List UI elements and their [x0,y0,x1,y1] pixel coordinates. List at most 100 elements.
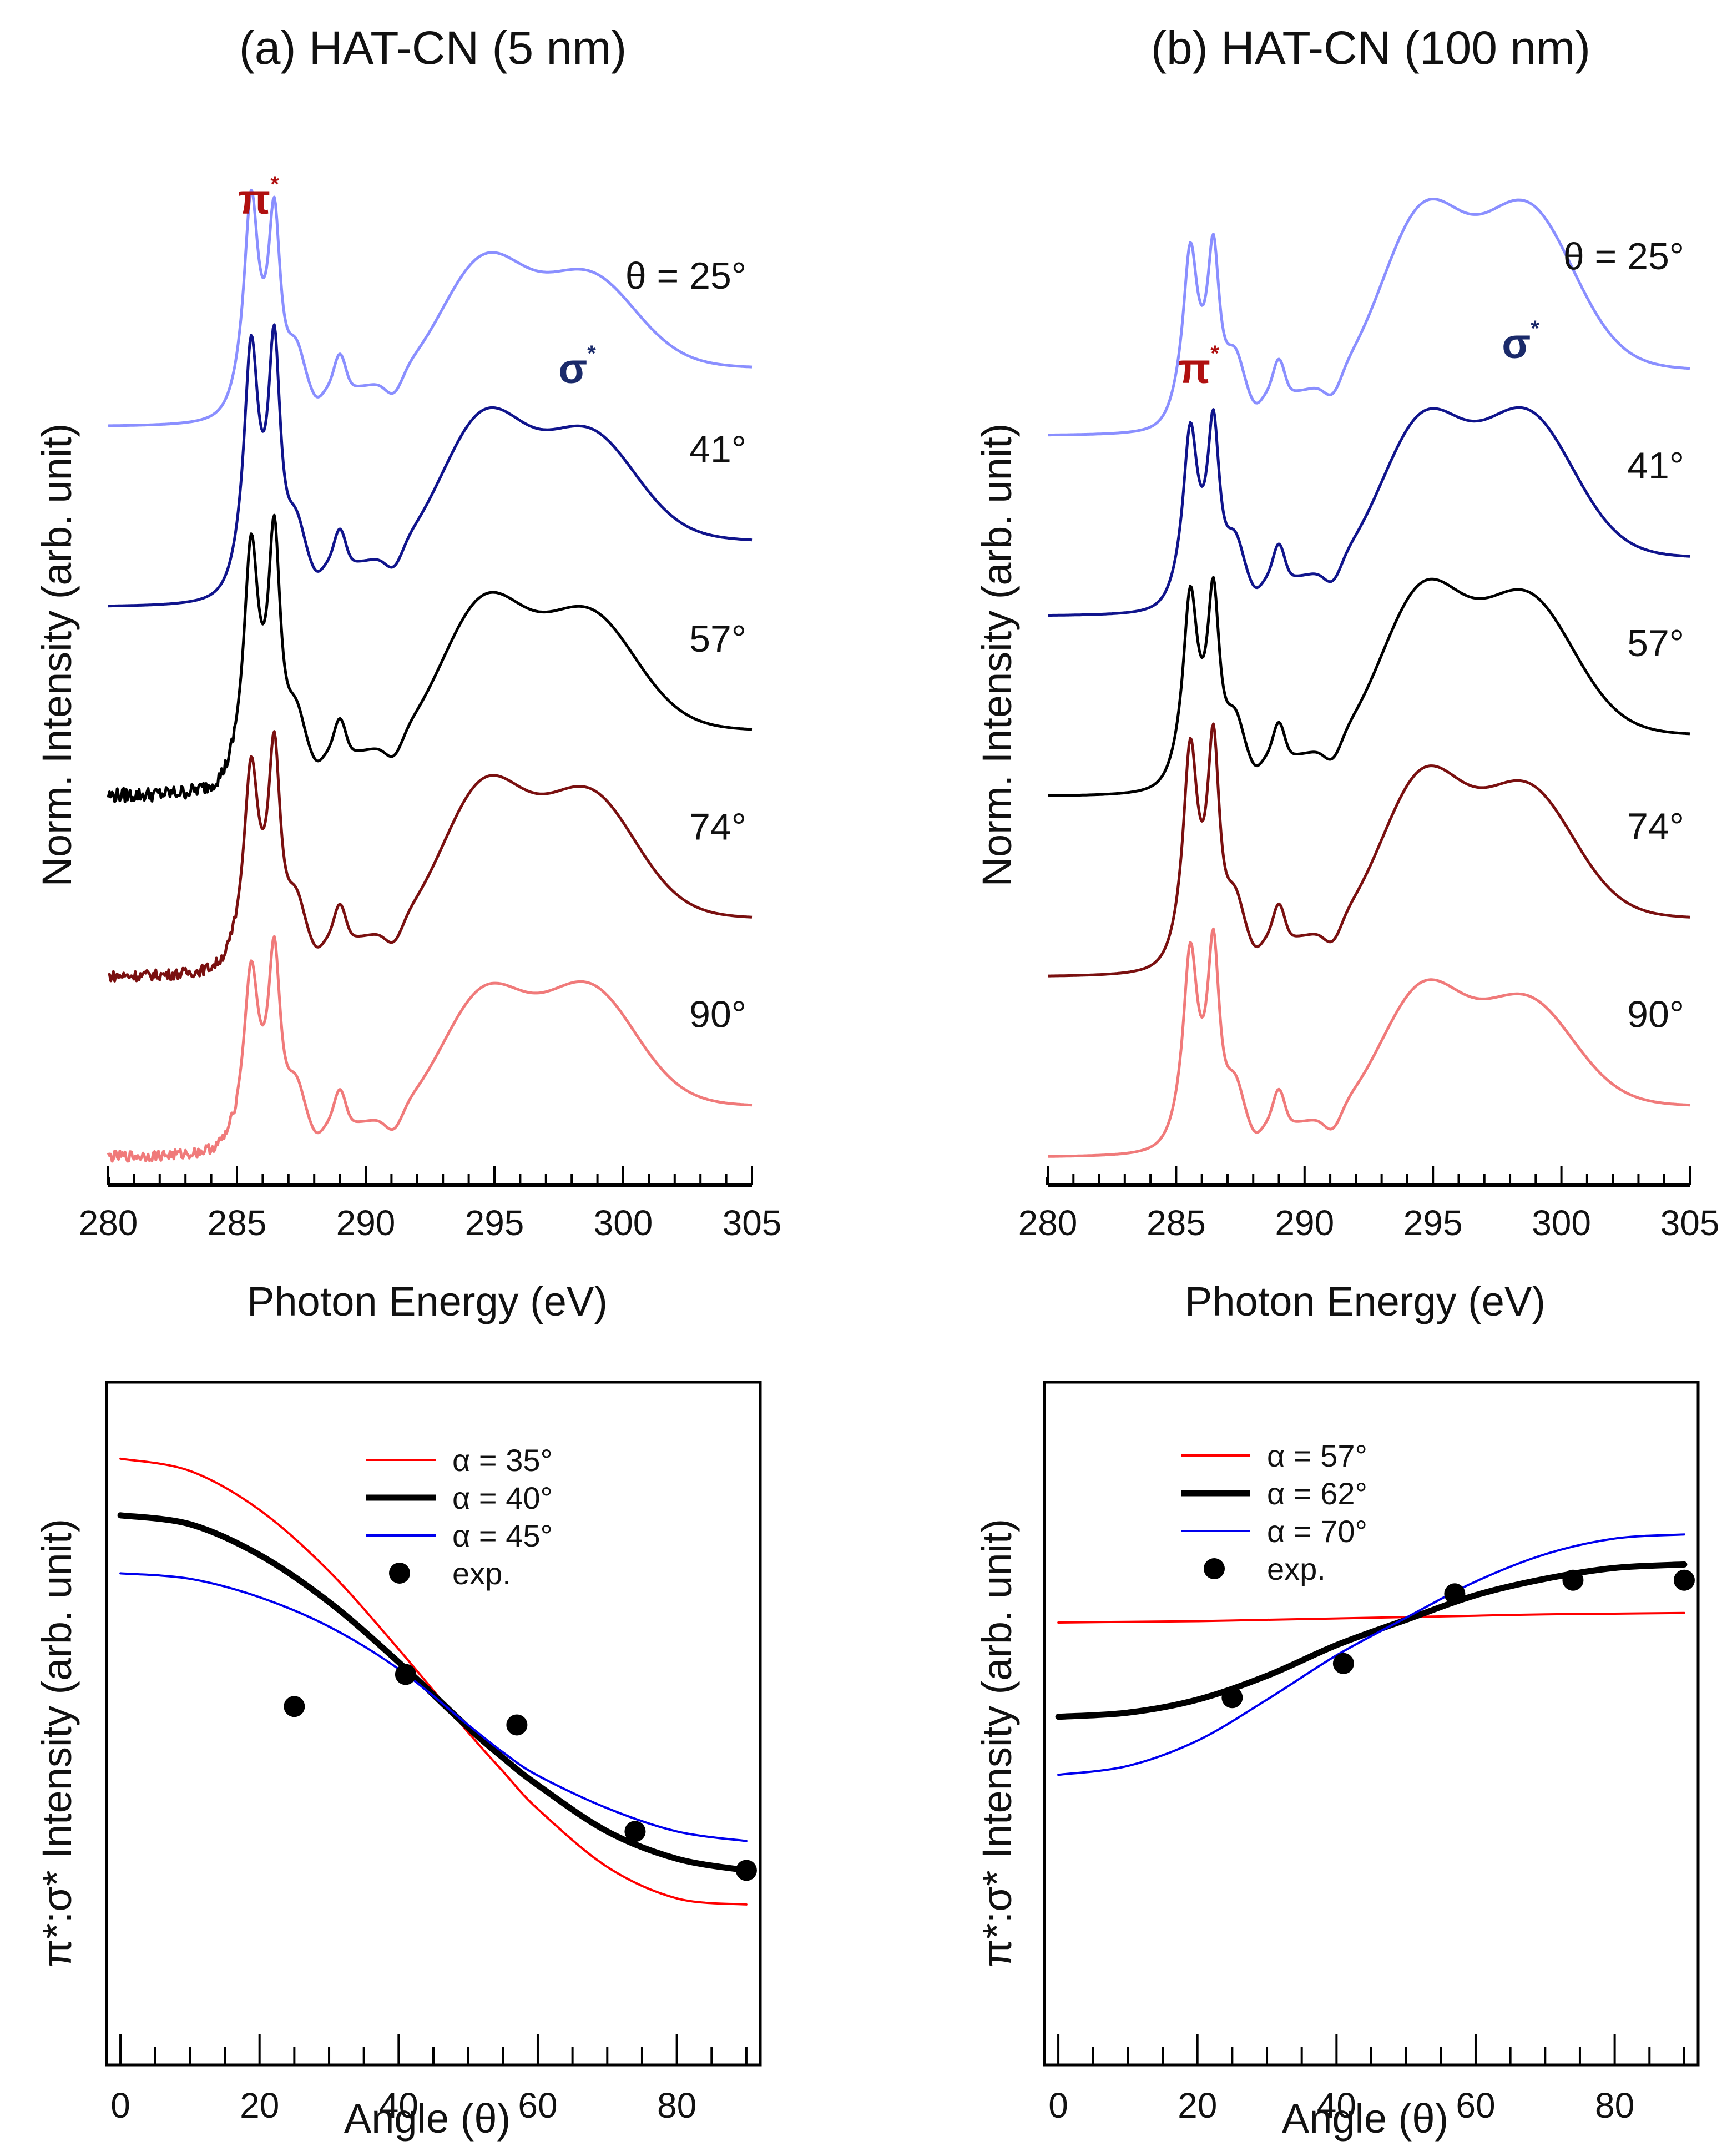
x-tick-label: 40 [379,2086,418,2125]
series-line [1047,406,1690,617]
x-tick-label: 0 [1048,2086,1068,2125]
panel-b-pi-star-label: π* [1178,341,1219,392]
panel-b-y-axis-label: Norm. Intensity (arb. unit) [974,424,1020,887]
series-label: θ = 25° [625,255,746,297]
fit-curve [119,1572,748,1842]
legend-label: α = 70° [1267,1514,1367,1549]
panel-a-series [107,188,753,1163]
fit-curve [1055,1561,1688,1720]
panel-a-sigma-star-label: σ* [558,341,596,392]
legend-label: α = 62° [1267,1476,1367,1511]
legend-label: α = 45° [452,1518,553,1553]
panel-a-angle-x-axis-label: Angle (θ) [344,2095,511,2142]
exp-data-point [1332,1653,1354,1674]
series-label: θ = 25° [1563,235,1684,278]
legend-label: α = 40° [452,1480,553,1515]
x-tick-label: 40 [1317,2086,1356,2125]
panel-a-title: (a) HAT-CN (5 nm) [239,22,627,74]
x-tick-label: 80 [657,2086,696,2125]
exp-data-point [735,1860,757,1881]
legend-marker [389,1563,410,1584]
fit-curve [1057,1533,1685,1776]
exp-data-point [1444,1583,1466,1605]
panel-b-x-axis-label: Photon Energy (eV) [1185,1278,1546,1324]
series-label: 74° [1627,805,1684,848]
x-tick-label: 285 [1147,1203,1206,1243]
x-tick-label: 60 [518,2086,557,2125]
x-tick-label: 20 [240,2086,279,2125]
series-line [108,323,753,608]
exp-data-point [1221,1687,1243,1709]
panel-b-angle-x-axis-label: Angle (θ) [1282,2095,1448,2142]
legend-label: exp. [452,1556,511,1591]
panel-b-angle-x-ticks: 0 20 40 60 80 [1048,2034,1685,2125]
x-tick-label: 290 [1275,1203,1334,1243]
panel-b-angle-series [1055,1533,1695,1776]
x-tick-label: 280 [1018,1203,1078,1243]
series-line [1047,576,1690,797]
panel-a-angle-series [117,1457,757,1906]
panel-b-angle-frame [1043,1381,1700,2067]
series-label: 74° [689,805,746,848]
panel-a-angle-y-axis-label: π*:σ* Intensity (arb. unit) [34,1519,80,1967]
panel-a-x-ticks: 280 285 290 295 300 305 [79,1166,782,1243]
panel-a-angle-x-ticks: 0 20 40 60 80 [110,2034,748,2125]
panel-b-sigma-star-label: σ* [1502,316,1539,367]
exp-data-point [1562,1569,1584,1591]
series-line [1047,722,1690,978]
panel-b-angle-y-axis-label: π*:σ* Intensity (arb. unit) [974,1519,1020,1967]
x-tick-label: 300 [1532,1203,1591,1243]
panel-a-spectra: (a) HAT-CN (5 nm) Norm. Intensity (arb. … [34,22,781,1324]
panel-b-series [1047,198,1690,1158]
series-label: 57° [1627,622,1684,664]
series-label: 41° [689,429,746,471]
series-label: 57° [689,618,746,660]
fit-curve [1057,1611,1685,1624]
series-line [107,513,753,803]
panel-b-x-ticks: 280 285 290 295 300 305 [1018,1166,1720,1243]
x-tick-label: 80 [1595,2086,1634,2125]
x-tick-label: 60 [1456,2086,1495,2125]
panel-a-angle-frame [105,1381,762,2067]
x-tick-label: 20 [1178,2086,1217,2125]
exp-data-point [395,1664,416,1685]
panel-a-series-labels: θ = 25° 41° 57° 74° 90° [625,255,746,1036]
exp-data-point [624,1821,646,1842]
exp-data-point [284,1696,305,1717]
x-tick-label: 305 [723,1203,782,1243]
x-tick-label: 300 [594,1203,653,1243]
fit-curve [117,1512,750,1873]
legend-label: α = 57° [1267,1438,1367,1473]
series-label: 90° [689,994,746,1036]
series-label: 41° [1627,445,1684,487]
x-tick-label: 0 [110,2086,130,2125]
panel-a-y-axis-label: Norm. Intensity (arb. unit) [34,424,80,887]
x-tick-label: 280 [79,1203,138,1243]
panel-a-x-axis-label: Photon Energy (eV) [247,1278,608,1324]
legend-label: exp. [1267,1551,1326,1586]
series-line [107,935,753,1163]
x-tick-label: 295 [465,1203,524,1243]
exp-data-point [1673,1569,1695,1591]
series-line [1047,927,1690,1158]
series-line [108,188,753,427]
exp-data-point [506,1714,528,1736]
legend-label: α = 35° [452,1443,553,1478]
panel-b-title: (b) HAT-CN (100 nm) [1151,22,1590,74]
panel-b-angle-legend: α = 57°α = 62°α = 70°exp. [1181,1438,1367,1586]
series-line [1047,198,1690,437]
x-tick-label: 305 [1660,1203,1720,1243]
x-tick-label: 295 [1403,1203,1463,1243]
panel-b-series-labels: θ = 25° 41° 57° 74° 90° [1563,235,1684,1036]
legend-marker [1204,1558,1225,1579]
series-line [107,730,753,983]
panel-a-pi-star-label: π* [238,172,279,223]
panel-a-angle-legend: α = 35°α = 40°α = 45°exp. [366,1443,553,1591]
x-tick-label: 290 [336,1203,396,1243]
panel-a-angle-plot: π*:σ* Intensity (arb. unit) Angle (θ) 0 2… [34,1381,762,2142]
panel-b-spectra: (b) HAT-CN (100 nm) Norm. Intensity (arb… [974,22,1719,1324]
x-tick-label: 285 [208,1203,267,1243]
fit-curve [119,1457,748,1906]
panel-b-angle-plot: π*:σ* Intensity (arb. unit) Angle (θ) 0 2… [974,1381,1700,2142]
